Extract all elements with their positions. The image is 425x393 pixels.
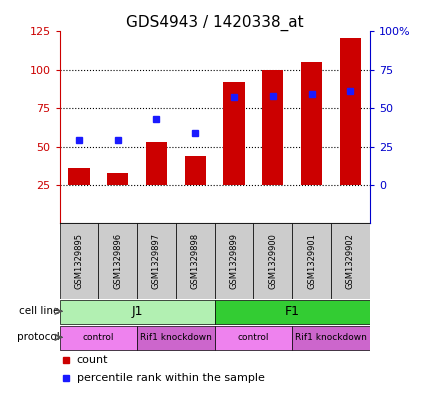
Bar	[137, 326, 215, 349]
Bar	[331, 223, 370, 299]
Text: Rif1 knockdown: Rif1 knockdown	[295, 333, 367, 342]
Bar	[68, 168, 90, 185]
Text: count: count	[76, 355, 108, 365]
Bar	[60, 223, 98, 299]
Text: GSM1329898: GSM1329898	[191, 233, 200, 289]
Text: GSM1329901: GSM1329901	[307, 233, 316, 289]
Bar	[340, 38, 361, 185]
Text: control: control	[82, 333, 114, 342]
Text: GSM1329899: GSM1329899	[230, 233, 238, 289]
Text: F1: F1	[285, 305, 300, 318]
Bar	[137, 223, 176, 299]
Text: J1: J1	[131, 305, 143, 318]
Text: cell line: cell line	[19, 306, 60, 316]
Bar	[292, 223, 331, 299]
Bar	[292, 326, 370, 349]
Text: percentile rank within the sample: percentile rank within the sample	[76, 373, 264, 383]
Text: GSM1329897: GSM1329897	[152, 233, 161, 289]
Text: GSM1329900: GSM1329900	[268, 233, 277, 289]
Bar	[60, 326, 137, 349]
Bar	[224, 82, 245, 185]
Bar	[184, 156, 206, 185]
Bar	[215, 326, 292, 349]
Bar	[176, 223, 215, 299]
Bar	[301, 62, 322, 185]
Bar	[107, 173, 128, 185]
Text: GSM1329895: GSM1329895	[74, 233, 83, 289]
Text: protocol: protocol	[17, 332, 60, 342]
Text: GSM1329896: GSM1329896	[113, 233, 122, 289]
Text: Rif1 knockdown: Rif1 knockdown	[140, 333, 212, 342]
Bar	[215, 300, 370, 323]
Text: control: control	[238, 333, 269, 342]
Bar	[98, 223, 137, 299]
Bar	[215, 223, 253, 299]
Bar	[262, 70, 283, 185]
Bar	[253, 223, 292, 299]
Bar	[146, 142, 167, 185]
Text: GSM1329902: GSM1329902	[346, 233, 355, 289]
Title: GDS4943 / 1420338_at: GDS4943 / 1420338_at	[126, 15, 303, 31]
Bar	[60, 300, 215, 323]
